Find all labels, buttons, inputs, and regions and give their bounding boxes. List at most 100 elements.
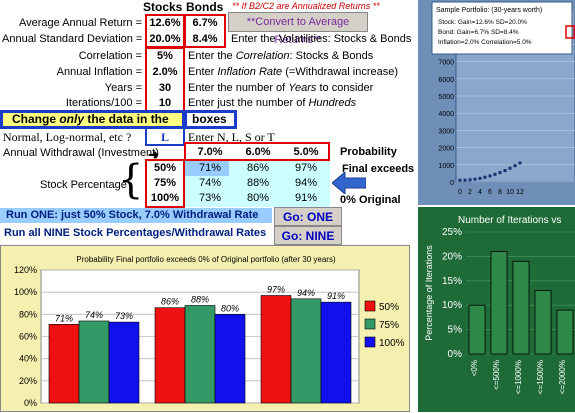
bonds-header: Bonds xyxy=(186,0,224,14)
y-axis-label: Percentage of Iterations xyxy=(424,245,434,341)
go-one-button[interactable]: Go: ONE xyxy=(274,207,342,226)
data-marker xyxy=(458,178,462,182)
data-marker xyxy=(463,178,467,182)
histogram-bar xyxy=(556,309,574,355)
correlation-value[interactable]: 5% xyxy=(157,50,173,62)
x-tick-label: 4 xyxy=(478,189,482,196)
y-tick-label: 0% xyxy=(24,398,37,408)
result-50-7: 71% xyxy=(198,162,222,174)
annualized-note: ** If B2/C2 are Annualized Returns ** xyxy=(232,1,380,11)
bar-data-label: 97% xyxy=(267,284,285,294)
bar xyxy=(290,298,322,404)
bar xyxy=(320,301,352,404)
x-tick-label: 8 xyxy=(498,189,502,196)
distribution-value[interactable]: L xyxy=(160,130,169,144)
bar xyxy=(154,307,186,404)
stock-pct-75[interactable]: 75% xyxy=(153,177,177,189)
data-marker xyxy=(488,174,492,178)
stock-pct-brace: { xyxy=(118,157,144,203)
stock-pct-50[interactable]: 50% xyxy=(153,162,177,174)
sample-portfolio-chart: 1000090008000700060005000400030002000100… xyxy=(431,1,575,196)
x-tick-label: <=1500% xyxy=(536,360,545,394)
histogram-bar xyxy=(534,290,552,355)
bar xyxy=(48,324,80,404)
x-tick-label: 10 xyxy=(506,189,514,196)
legend-line: Bond: Gain=6.7% SD=8.4% xyxy=(438,29,519,36)
withdrawal-label: Annual Withdrawal (Investment) xyxy=(3,147,159,159)
probability-chart: Probability Final portfolio exceeds 0% o… xyxy=(14,255,405,408)
result-75-7: 74% xyxy=(198,177,222,189)
change-banner xyxy=(0,110,185,129)
inflation-label: Annual Inflation = xyxy=(56,66,142,78)
stock-pct-100[interactable]: 100% xyxy=(150,192,180,204)
result-75-6: 88% xyxy=(246,177,270,189)
correlation-hint: Enter the Correlation: Stocks & Bonds xyxy=(188,50,374,62)
legend-line: Stock: Gain=12.6% SD=20.0% xyxy=(438,19,527,26)
bar-data-label: 88% xyxy=(191,294,209,304)
y-tick-label: 40% xyxy=(19,354,37,364)
std-dev-hint: Enter the Volatilities: Stocks & Bonds xyxy=(231,33,412,45)
y-tick-label: 10% xyxy=(442,300,462,311)
legend-swatch xyxy=(364,318,376,330)
data-marker xyxy=(493,172,497,176)
bar-data-label: 94% xyxy=(297,288,315,298)
withdrawal-arrow: ➜ xyxy=(148,147,159,162)
legend-label: 100% xyxy=(379,338,405,349)
iterations-value[interactable]: 10 xyxy=(158,97,172,109)
x-tick-label: 6 xyxy=(488,189,492,196)
std-dev-bonds[interactable]: 8.4% xyxy=(192,33,218,45)
std-dev-stocks[interactable]: 20.0% xyxy=(149,33,181,45)
distribution-input-box xyxy=(145,127,185,146)
histogram-bar xyxy=(490,251,508,355)
y-tick-label: 20% xyxy=(442,251,462,262)
x-tick-label: <0% xyxy=(470,360,479,376)
result-100-7: 73% xyxy=(198,192,222,204)
y-tick-label: 5000 xyxy=(438,94,454,101)
histogram-bar xyxy=(512,260,530,355)
bar-data-label: 73% xyxy=(115,311,133,321)
bar xyxy=(108,321,140,404)
data-marker xyxy=(478,176,482,180)
legend-label: 75% xyxy=(379,320,399,331)
withdrawal-rate-3[interactable]: 5.0% xyxy=(293,146,319,158)
legend-box xyxy=(431,1,573,55)
x-tick-label: <=500% xyxy=(492,360,501,390)
bar xyxy=(260,295,292,404)
probability-chart-frame: Probability Final portfolio exceeds 0% o… xyxy=(0,245,410,412)
inflation-value[interactable]: 2.0% xyxy=(152,66,178,78)
avg-return-bonds[interactable]: 6.7% xyxy=(192,17,218,29)
go-nine-button[interactable]: Go: NINE xyxy=(274,226,342,245)
y-tick-label: 0% xyxy=(448,349,463,360)
y-tick-label: 25% xyxy=(442,227,462,238)
result-100-6: 80% xyxy=(246,192,270,204)
stock-pct-label: Stock Percentage xyxy=(40,179,127,191)
years-label: Years = xyxy=(104,82,142,94)
red-marker-box xyxy=(565,25,575,39)
x-tick-label: 12 xyxy=(516,189,524,196)
y-tick-label: 2000 xyxy=(438,146,454,153)
result-100-5: 91% xyxy=(294,192,318,204)
y-tick-label: 4000 xyxy=(438,111,454,118)
chart-title: Number of Iterations vs xyxy=(458,215,561,226)
data-marker xyxy=(503,169,507,173)
iterations-panel: Number of Iterations vs 0% 5% 10% 15% 20% 25% P… xyxy=(418,207,575,412)
bar xyxy=(184,305,216,404)
y-tick-label: 60% xyxy=(19,332,37,342)
legend-swatch xyxy=(364,336,376,348)
years-hint: Enter the number of Years to consider xyxy=(188,82,374,94)
final-exceeds-label: Final exceeds xyxy=(342,163,415,175)
y-tick-label: 20% xyxy=(19,376,37,386)
bar-data-label: 80% xyxy=(221,303,239,313)
x-tick-label: <=1000% xyxy=(514,360,523,394)
results-highlight xyxy=(185,161,229,176)
stocks-header: Stocks xyxy=(143,0,183,14)
avg-return-stocks[interactable]: 12.6% xyxy=(149,17,181,29)
years-value[interactable]: 30 xyxy=(158,82,172,94)
withdrawal-rate-2[interactable]: 6.0% xyxy=(245,146,271,158)
data-marker xyxy=(498,171,502,175)
withdrawal-rate-1[interactable]: 7.0% xyxy=(197,146,223,158)
iterations-label: Iterations/100 = xyxy=(65,97,142,109)
convert-to-average-button[interactable]: **Convert to Average Returns** xyxy=(228,12,368,46)
result-75-5: 94% xyxy=(294,177,318,189)
withdrawal-input-box xyxy=(184,142,330,161)
